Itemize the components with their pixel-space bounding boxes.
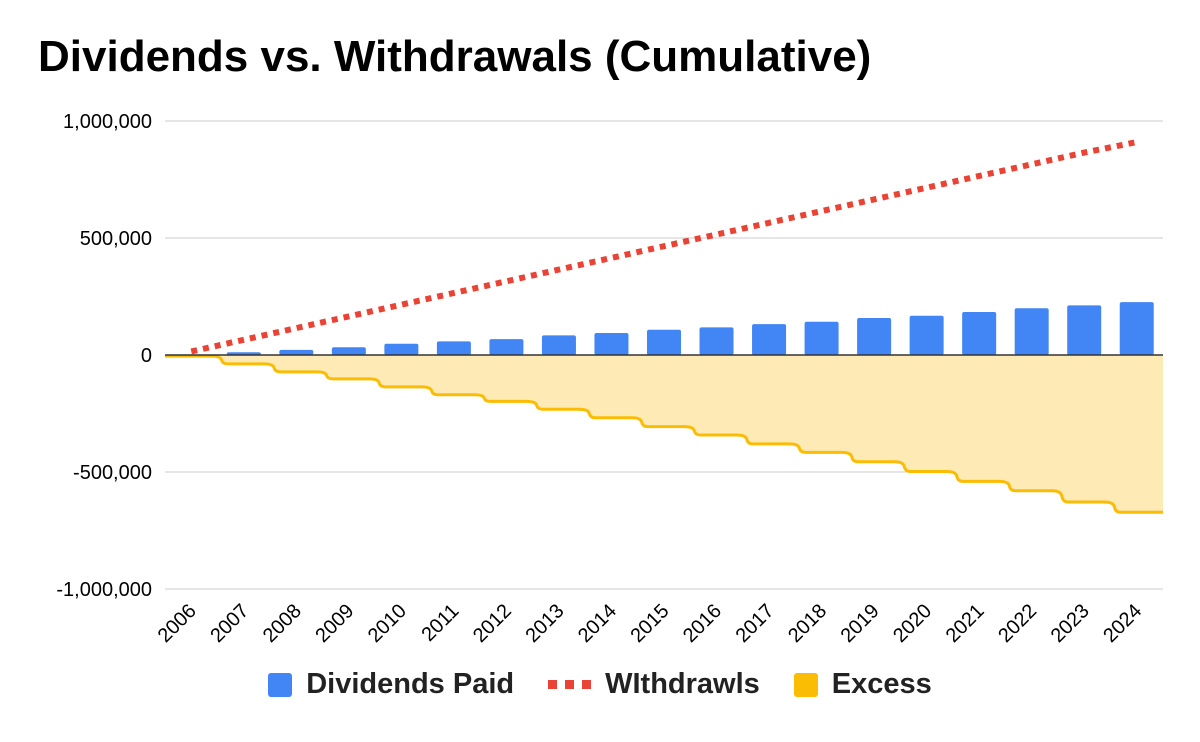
legend-label-excess: Excess: [831, 668, 932, 700]
x-tick-label: 2006: [154, 600, 201, 647]
legend-label-withdrawals: WIthdrawls: [605, 668, 760, 700]
dividends-bars: [226, 302, 1154, 355]
x-tick-label: 2023: [1047, 600, 1094, 647]
x-tick-label: 2017: [732, 600, 779, 647]
x-tick-label: 2009: [311, 600, 358, 647]
excess-swatch-icon: [793, 672, 818, 697]
dividends-bar[interactable]: [384, 343, 419, 355]
y-tick-label: 500,000: [80, 228, 152, 250]
withdrawals-line: [190, 139, 1138, 355]
dividends-bar[interactable]: [857, 318, 892, 355]
x-tick-label: 2013: [521, 600, 568, 647]
y-tick-label: 1,000,000: [63, 111, 152, 133]
x-tick-label: 2007: [206, 600, 253, 647]
y-tick-label: -500,000: [73, 462, 152, 484]
y-tick-label: -1,000,000: [56, 579, 152, 601]
withdrawals-series-line[interactable]: [190, 139, 1138, 355]
excess-area: [165, 354, 1163, 514]
x-tick-label: 2024: [1099, 600, 1146, 647]
dividends-bar[interactable]: [804, 321, 839, 355]
y-tick-label: 0: [141, 345, 152, 367]
dividends-bar[interactable]: [1067, 305, 1102, 355]
x-tick-label: 2012: [469, 600, 516, 647]
x-tick-label: 2022: [994, 600, 1041, 647]
x-tick-label: 2010: [364, 600, 411, 647]
dividends-bar[interactable]: [962, 311, 997, 355]
x-tick-label: 2015: [627, 600, 674, 647]
chart-title: Dividends vs. Withdrawals (Cumulative): [38, 32, 872, 81]
x-tick-label: 2018: [784, 600, 831, 647]
legend: Dividends Paid WIthdrawls Excess: [0, 668, 1200, 701]
dividends-bar[interactable]: [594, 333, 629, 355]
dividends-bar[interactable]: [909, 315, 944, 355]
x-tick-label: 2016: [679, 600, 726, 647]
legend-item-withdrawals[interactable]: WIthdrawls: [548, 668, 760, 701]
x-tick-label: 2008: [259, 600, 306, 647]
dividends-bar[interactable]: [489, 339, 524, 355]
excess-area-fill: [165, 355, 1163, 513]
dividends-bar[interactable]: [1014, 308, 1049, 355]
dividends-bar[interactable]: [752, 324, 787, 355]
legend-label-dividends: Dividends Paid: [306, 668, 515, 700]
x-tick-label: 2011: [417, 600, 463, 646]
y-axis-ticks: 1,000,000 500,000 0 -500,000 -1,000,000: [56, 111, 152, 601]
x-tick-label: 2020: [889, 600, 936, 647]
dividends-bar[interactable]: [331, 347, 366, 355]
dividends-bar[interactable]: [436, 341, 471, 355]
x-tick-label: 2019: [837, 600, 884, 647]
dividends-bar[interactable]: [699, 327, 734, 355]
legend-item-dividends[interactable]: Dividends Paid: [268, 668, 514, 701]
dividends-bar[interactable]: [647, 329, 681, 355]
dividends-bar[interactable]: [1119, 302, 1154, 355]
excess-line: [165, 354, 1163, 514]
dividends-bar[interactable]: [541, 335, 576, 355]
x-tick-label: 2021: [942, 600, 989, 647]
x-axis-ticks: 2006 2007 2008 2009 2010 2011 2012 2013 2014 2015…: [154, 600, 1146, 647]
x-tick-label: 2014: [574, 600, 621, 647]
dividends-bar[interactable]: [279, 349, 314, 355]
dividends-swatch-icon: [268, 672, 293, 697]
withdrawals-swatch-icon: [548, 680, 592, 689]
legend-item-excess[interactable]: Excess: [793, 668, 932, 701]
